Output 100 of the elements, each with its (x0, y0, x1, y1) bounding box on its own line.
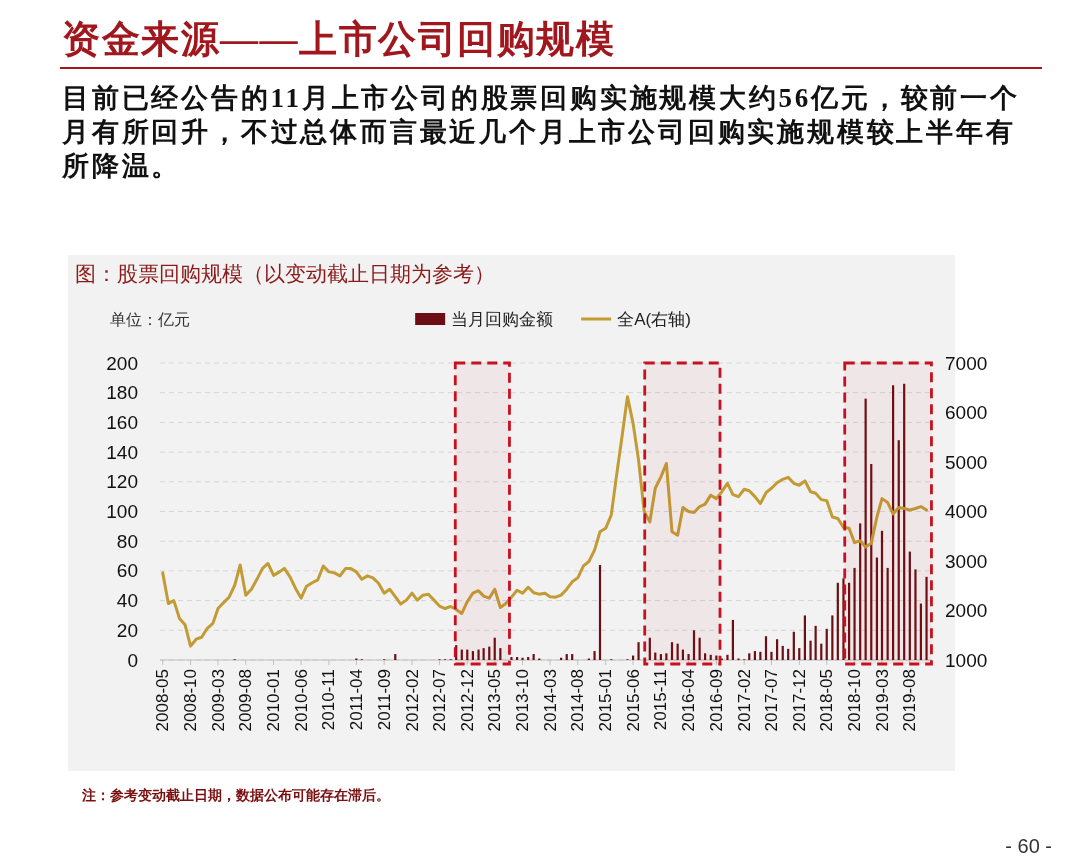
x-tick-label: 2018-10 (845, 669, 865, 732)
bar (499, 648, 502, 660)
chart-subtitle: 目前已经公告的11月上市公司的股票回购实施规模大约56亿元，较前一个月有所回升，不过总体而言最近几个月上市公司回购实施规模较上半年有所降温。 (61, 83, 1020, 181)
bar (864, 398, 867, 660)
x-tick-label: 2017-12 (789, 669, 809, 732)
y2-tick-label: 3000 (945, 550, 988, 572)
bar (482, 648, 485, 660)
x-tick-label: 2015-06 (623, 669, 643, 732)
bar (792, 631, 795, 660)
bar (880, 530, 884, 660)
bar (886, 567, 889, 660)
x-tick-label: 2008-10 (181, 669, 201, 732)
x-tick-label: 2016-09 (706, 669, 726, 732)
bar (455, 645, 458, 660)
y-tick-label: 160 (106, 411, 138, 433)
bar (764, 636, 768, 660)
x-tick-label: 2015-01 (596, 669, 616, 732)
bar (731, 619, 735, 660)
x-tick-label: 2015-11 (651, 669, 671, 731)
x-tick-label: 2014-03 (540, 669, 560, 732)
bar (875, 557, 879, 660)
x-tick-label: 2008-05 (153, 669, 173, 732)
y2-tick-label: 6000 (945, 402, 988, 423)
text: - 60 - (1005, 835, 1052, 857)
bar (510, 657, 513, 660)
bar (748, 653, 751, 660)
bar (703, 653, 707, 660)
x-tick-label: 2017-02 (734, 669, 754, 732)
line-series (161, 395, 929, 648)
bar (908, 551, 911, 660)
bar (659, 654, 663, 660)
x-tick-label: 2010-01 (264, 669, 284, 732)
bar (842, 578, 845, 660)
y-tick-label: 80 (116, 530, 138, 552)
bar (798, 648, 801, 660)
y-tick-label: 140 (106, 441, 138, 463)
bar (814, 625, 817, 660)
bar (488, 646, 491, 660)
bar (836, 582, 839, 660)
x-tick-label: 2014-08 (568, 669, 588, 732)
x-tick-label: 2010-06 (291, 669, 311, 732)
bar (709, 654, 712, 660)
y-tick-label: 120 (106, 471, 138, 493)
x-tick-label: 2013-05 (485, 669, 505, 732)
bar (593, 651, 596, 660)
text: 图：股票回购规模（以变动截止日期为参考） (75, 262, 495, 285)
bar (698, 637, 701, 660)
x-tick-label: 2010-11 (319, 669, 339, 731)
bar (781, 645, 784, 660)
x-tick-label: 2012-02 (402, 669, 422, 732)
x-tick-label: 2017-07 (761, 669, 781, 732)
y-tick-label: 60 (116, 560, 138, 582)
x-tick-label: 2012-07 (429, 669, 449, 732)
y-tick-label: 100 (106, 501, 138, 522)
x-tick-label: 2018-05 (817, 669, 837, 732)
bar (687, 654, 690, 660)
bar (847, 582, 851, 660)
x-tick-label: 2009-03 (208, 669, 228, 732)
bar (598, 564, 602, 660)
bar (521, 657, 524, 660)
y-tick-label: 180 (106, 382, 138, 404)
bar (532, 654, 535, 660)
bar (637, 642, 640, 660)
x-tick-label: 2012-12 (457, 669, 477, 732)
bar (477, 649, 480, 660)
bar (919, 603, 923, 660)
x-tick-label: 2009-08 (236, 669, 256, 732)
bar (753, 651, 757, 660)
bar (394, 654, 397, 660)
x-tick-label: 2011-04 (346, 669, 366, 731)
y-tick-label: 0 (127, 649, 138, 671)
bar (471, 651, 475, 660)
bar (809, 640, 812, 660)
chart-title: 资金来源——上市公司回购规模 (62, 18, 615, 60)
bar (903, 383, 906, 660)
x-tick-label: 2011-09 (374, 669, 394, 731)
bar (825, 628, 828, 660)
bar (726, 654, 729, 660)
bar (648, 637, 651, 660)
bar (493, 637, 496, 660)
bar (770, 651, 773, 660)
legend-label: 当月回购金额 (451, 309, 554, 329)
x-tick-label: 2016-04 (679, 669, 699, 732)
y-tick-label: 40 (116, 590, 138, 612)
bar (571, 654, 574, 660)
bar (565, 654, 568, 660)
bar (914, 569, 917, 660)
bar (925, 576, 928, 660)
bar (692, 630, 696, 660)
bar (853, 567, 856, 660)
bar (665, 653, 668, 660)
bar (775, 639, 779, 660)
bar (831, 615, 834, 660)
y-tick-label: 200 (106, 352, 138, 374)
x-tick-label: 2019-03 (872, 669, 892, 732)
y2-tick-label: 7000 (945, 352, 988, 374)
y2-tick-label: 4000 (945, 501, 988, 522)
bar (803, 615, 807, 660)
text: 注：参考变动截止日期，数据公布可能存在滞后。 (81, 787, 390, 803)
legend-label: 全A(右轴) (617, 309, 691, 329)
